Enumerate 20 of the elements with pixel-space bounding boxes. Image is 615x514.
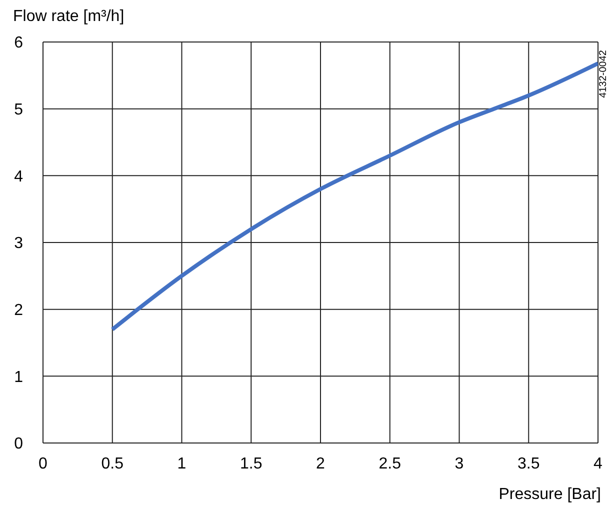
line-series (110, 61, 598, 332)
x-tick-label: 0.5 (101, 455, 124, 472)
x-tick-label: 3.5 (518, 455, 540, 472)
y-tick-label: 0 (14, 436, 24, 453)
x-tick-label: 2 (316, 455, 326, 472)
x-tick-label: 4 (594, 455, 603, 472)
x-tick-label: 0 (38, 455, 48, 472)
x-tick-label: 1 (177, 455, 186, 472)
x-tick-label: 3 (454, 455, 464, 472)
y-tick-label: 6 (14, 34, 24, 52)
y-tick-label: 3 (14, 235, 24, 252)
annotation: 4132-0042 (598, 50, 609, 98)
y-tick-label: 5 (14, 102, 24, 119)
x-axis-title: Pressure [Bar] (498, 486, 601, 504)
y-tick-label: 4 (14, 168, 24, 186)
y-tick-label: 2 (14, 302, 24, 320)
x-tick-label: 1.5 (240, 455, 262, 472)
x-tick-label: 2.5 (378, 455, 402, 472)
y-tick-label: 1 (14, 368, 24, 386)
y-axis-title: Flow rate [m³/h] (13, 8, 124, 26)
